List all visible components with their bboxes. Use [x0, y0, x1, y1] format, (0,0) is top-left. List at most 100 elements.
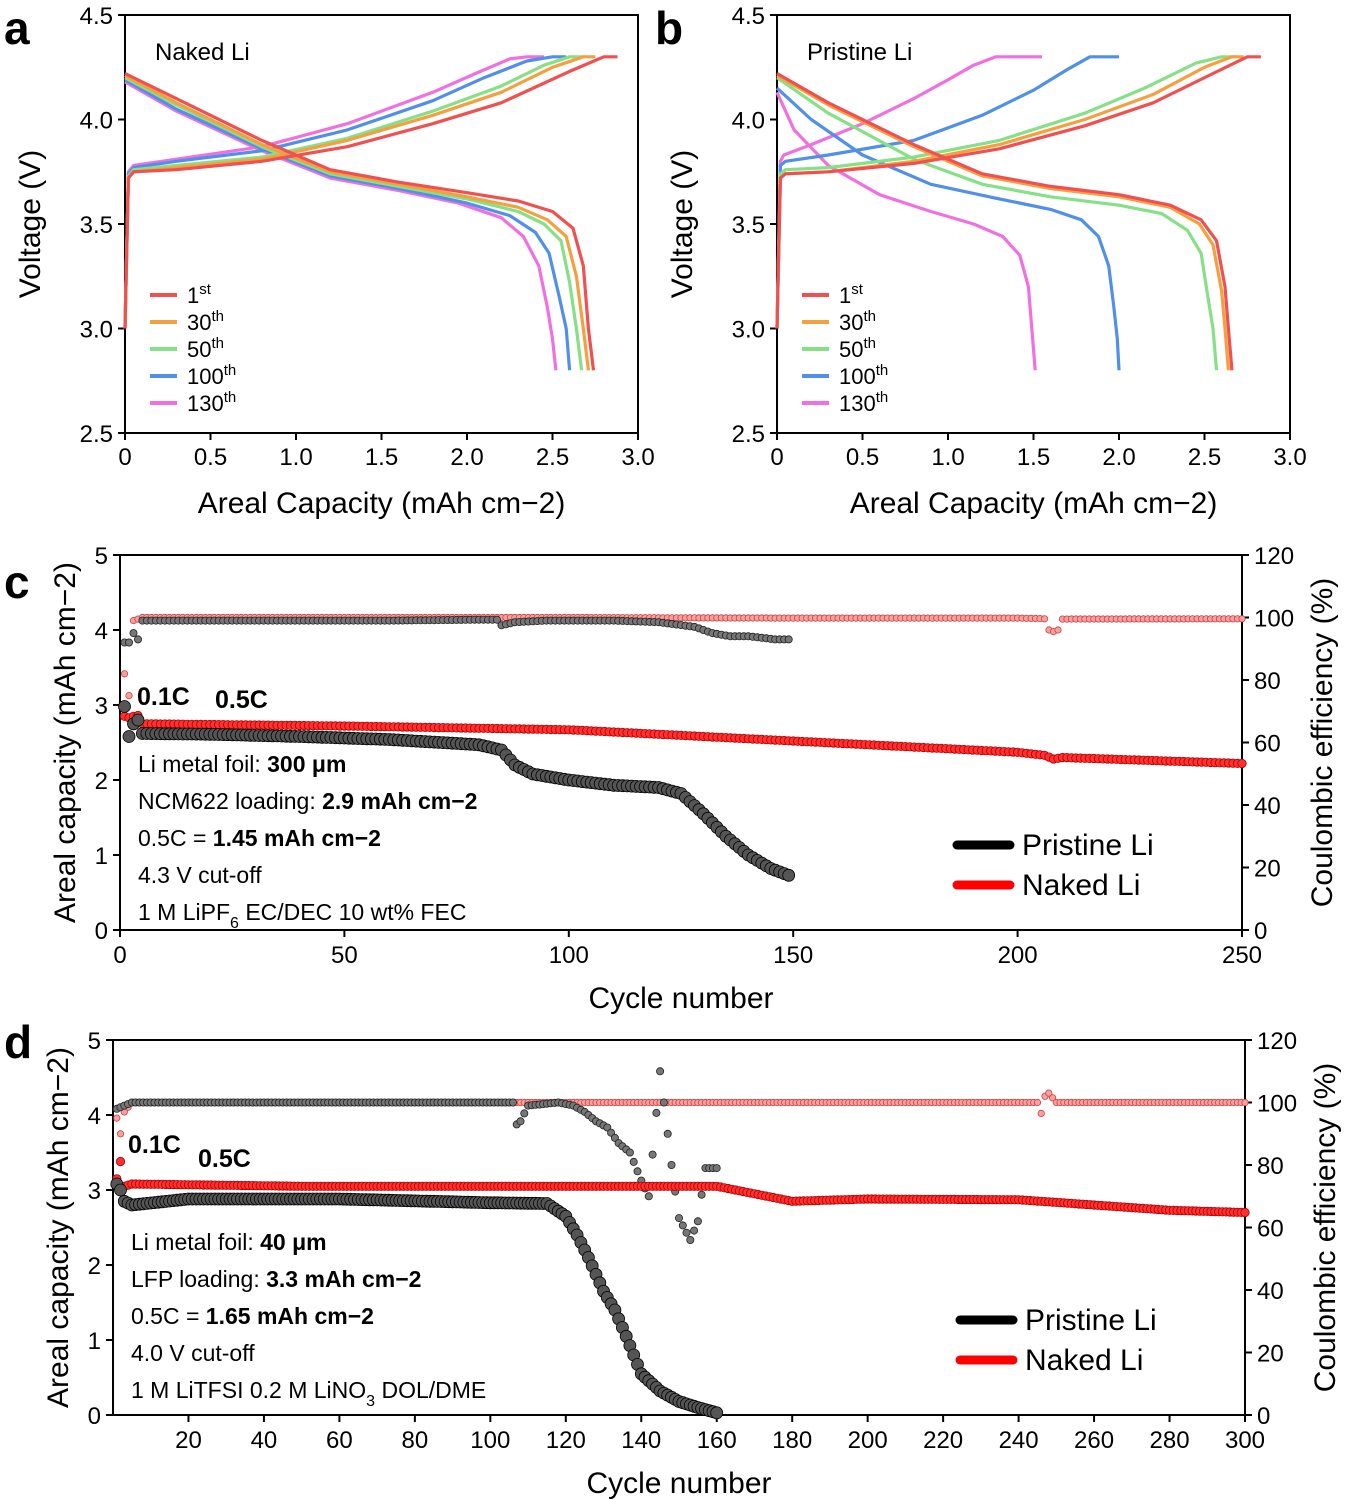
condition-note: 4.0 V cut-off [131, 1340, 255, 1366]
note-bold-value: 1.65 mAh cm−2 [206, 1303, 374, 1329]
ce-marker [693, 1217, 702, 1226]
x-tick-label: 40 [251, 1427, 278, 1454]
ce-marker [125, 638, 134, 647]
note-subscript: 6 [230, 915, 239, 932]
y2-tick-label: 100 [1257, 1091, 1297, 1118]
ce-marker [1238, 615, 1246, 623]
y-tick-label: 2 [95, 768, 108, 795]
x-tick-label: 200 [848, 1427, 888, 1454]
capacity-marker [1237, 758, 1247, 769]
y-tick-label: 4.0 [732, 108, 765, 135]
legend-label: Naked Li [1022, 869, 1140, 902]
legend-cycle-number: 100 [839, 364, 876, 389]
note-plain-text: 1 M LiPF [138, 899, 230, 925]
y2-axis-title: Coulombic efficiency (%) [1306, 578, 1339, 908]
condition-note: Li metal foil: 300 μm [138, 751, 346, 777]
legend-cycle-number: 1 [839, 283, 851, 308]
y2-tick-label: 0 [1257, 1403, 1270, 1430]
legend-ordinal-suffix: st [851, 281, 864, 298]
curve-charge-1 [123, 55, 618, 329]
panel-letter-b: b [655, 2, 683, 54]
y-tick-label: 4.5 [732, 3, 765, 30]
ce-marker [508, 1098, 517, 1107]
capacity-marker [131, 713, 145, 727]
y2-tick-label: 100 [1254, 606, 1294, 633]
legend-ordinal-suffix: th [863, 335, 876, 352]
legend-cycle-number: 100 [187, 364, 224, 389]
curve-discharge-50 [776, 76, 1219, 371]
y-tick-label: 5 [88, 1028, 101, 1055]
ce-marker [116, 1130, 125, 1138]
y2-tick-label: 40 [1257, 1278, 1284, 1305]
note-plain-text: LFP loading: [131, 1266, 266, 1292]
y-tick-label: 4.5 [80, 3, 113, 30]
panel-d-cycling-lfp: 20 40 60 80 100 120 140 160 180 200 220 240 260 280 30… [42, 1028, 1342, 1500]
legend-label-100: 100th [839, 362, 888, 389]
ce-marker [712, 1164, 721, 1173]
y-tick-label: 3.0 [80, 317, 113, 344]
condition-note: Li metal foil: 40 μm [131, 1229, 327, 1255]
x-tick-label: 50 [331, 942, 358, 969]
note-plain-text: NCM622 loading: [138, 788, 322, 814]
y2-tick-label: 0 [1254, 918, 1267, 945]
y2-tick-label: 80 [1257, 1153, 1284, 1180]
y-tick-label: 4 [95, 618, 108, 645]
note-plain-text: 0.5C = [138, 825, 213, 851]
x-tick-label: 2.0 [450, 444, 483, 471]
legend-label-30: 30th [187, 308, 224, 335]
note-plain-text: 1 M LiTFSI 0.2 M LiNO [131, 1377, 366, 1403]
ce-marker [129, 629, 138, 638]
note-bold-value: 40 μm [260, 1229, 327, 1255]
y-axis-title: Voltage (V) [14, 150, 47, 298]
x-tick-label: 0 [770, 444, 783, 471]
legend-cycle-number: 130 [839, 391, 876, 416]
note-plain-text: 0.5C = [131, 1303, 206, 1329]
naked-li-capacity-markers [112, 1156, 1250, 1218]
y-tick-label: 5 [95, 543, 108, 570]
capacity-marker [115, 1156, 126, 1167]
legend-label-130: 130th [187, 389, 236, 416]
legend-cycle-number: 30 [187, 310, 211, 335]
panel-a-voltage-profile-naked-li: 0 0.5 1.0 1.5 2.0 2.5 3.0 2.5 3.0 3.5 4.0 4.5 Naked … [14, 3, 655, 520]
y-tick-label: 2.5 [732, 421, 765, 448]
ce-marker [678, 1221, 687, 1230]
x-axis-title: Cycle number [588, 982, 773, 1015]
legend-label-1: 1st [839, 281, 864, 308]
legend-cycle-number: 130 [187, 391, 224, 416]
ce-marker [625, 1148, 634, 1157]
curve-discharge-100 [775, 86, 1121, 371]
legend-ordinal-suffix: th [876, 362, 889, 379]
panel-letter-a: a [4, 2, 30, 54]
x-tick-label: 240 [999, 1427, 1039, 1454]
ce-marker [1037, 1109, 1045, 1118]
curve-discharge-100 [124, 78, 572, 371]
x-tick-label: 1.0 [931, 444, 964, 471]
capacity-marker [118, 700, 131, 713]
legend-ordinal-suffix: th [876, 389, 889, 406]
x-tick-label: 200 [998, 942, 1038, 969]
ce-marker [644, 1192, 653, 1201]
pristine-li-capacity-markers [118, 700, 796, 882]
ce-marker [113, 1114, 121, 1122]
x-tick-label: 0 [113, 942, 126, 969]
x-tick-label: 1.0 [279, 444, 312, 471]
legend-label-50: 50th [187, 335, 224, 362]
y-tick-label: 3.5 [732, 212, 765, 239]
x-tick-label: 300 [1225, 1427, 1265, 1454]
x-tick-label: 1.5 [365, 444, 398, 471]
ce-marker [1241, 1098, 1249, 1107]
note-bold-value: 3.3 mAh cm−2 [266, 1266, 421, 1292]
x-tick-label: 180 [772, 1427, 812, 1454]
y2-tick-label: 120 [1257, 1028, 1297, 1055]
legend-label: Naked Li [1025, 1344, 1143, 1377]
ce-marker [697, 1190, 706, 1199]
y-tick-label: 1 [88, 1328, 101, 1355]
legend-ordinal-suffix: th [863, 308, 876, 325]
x-tick-label: 2.0 [1102, 444, 1135, 471]
x-tick-label: 2.5 [536, 444, 569, 471]
naked-li-capacity-markers [119, 710, 1247, 769]
y-tick-label: 0 [88, 1403, 101, 1430]
condition-note: 1 M LiPF6 EC/DEC 10 wt% FEC [138, 899, 466, 932]
x-tick-label: 1.5 [1017, 444, 1050, 471]
x-tick-label: 60 [326, 1427, 353, 1454]
